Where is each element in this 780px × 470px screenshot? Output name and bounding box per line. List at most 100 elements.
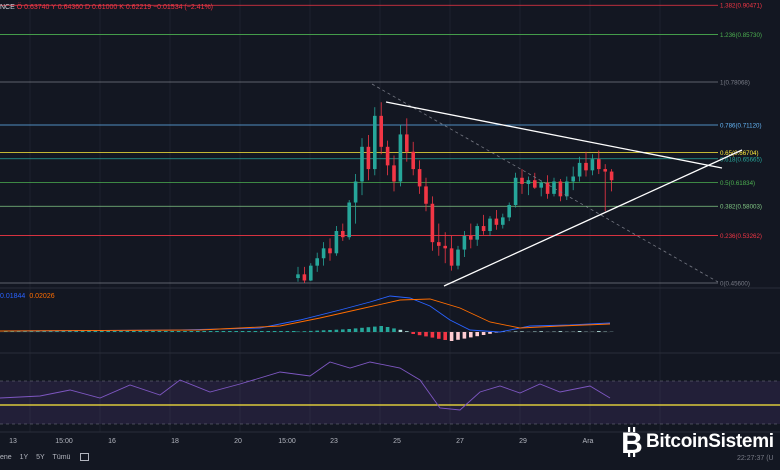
candle	[373, 107, 377, 176]
macd-histogram-bar	[151, 331, 155, 332]
macd-histogram-bar	[266, 331, 270, 332]
macd-histogram-bar	[392, 328, 396, 332]
range-item[interactable]: 5Y	[36, 453, 45, 461]
macd-histogram-bar	[296, 331, 300, 332]
macd-pane	[0, 295, 614, 341]
macd-histogram-bar	[68, 331, 72, 332]
macd-histogram-bar	[285, 331, 290, 332]
macd-histogram-bar	[48, 331, 53, 332]
candle	[501, 213, 505, 229]
macd-histogram-bar	[240, 331, 245, 332]
macd-histogram-bar	[253, 331, 258, 332]
fib-level-label: 0.786(0.71120)	[720, 123, 762, 130]
diagonal-dashed-line[interactable]	[371, 83, 719, 283]
macd-histogram-bar	[577, 331, 582, 332]
macd-histogram-bar	[443, 332, 447, 340]
macd-histogram-bar	[366, 327, 371, 332]
macd-histogram-bar	[385, 327, 390, 332]
candle	[392, 155, 396, 192]
candle	[577, 156, 582, 182]
macd-histogram-bar	[228, 331, 232, 332]
macd-histogram-bar	[292, 331, 296, 332]
macd-histogram-bar	[520, 331, 524, 332]
macd-histogram-bar	[309, 330, 313, 332]
range-selector: ene 1Y 5Y Tümü	[0, 453, 95, 467]
macd-histogram-bar	[462, 332, 467, 339]
brand-logo: B BitcoinSistemi	[620, 424, 774, 460]
range-item[interactable]: ene	[0, 453, 12, 461]
candle	[347, 200, 351, 240]
time-axis[interactable]: 13 15:00 16 18 20 15:00 23 25 27 29 Ara	[9, 438, 593, 445]
macd-histogram-bar	[475, 332, 479, 337]
symbol-name[interactable]: NCE	[0, 4, 15, 11]
macd-histogram-bar	[16, 331, 21, 332]
candle	[597, 150, 601, 175]
macd-histogram-bar	[260, 331, 264, 332]
fib-retracement[interactable]: 1.382(0.90471) 1.236(0.85730) 1(0.78068) 0.…	[0, 3, 762, 288]
candle	[590, 154, 595, 176]
macd-histogram-bar	[341, 329, 345, 332]
range-item[interactable]: Tümü	[52, 453, 71, 461]
candle	[571, 166, 575, 191]
macd-histogram-bar	[469, 332, 473, 338]
macd-histogram-bar	[215, 331, 219, 332]
svg-text:B: B	[621, 427, 643, 458]
macd-histogram-bar	[513, 331, 518, 332]
candle	[552, 177, 556, 197]
time-axis-label: 25	[393, 438, 401, 445]
signal-line	[0, 298, 611, 332]
fib-level-label: 1.382(0.90471)	[720, 3, 762, 10]
ohlc-legend: NCE Ö 0.63740 Y 0.64360 D 0.61000 K 0.62…	[0, 4, 213, 11]
candle	[494, 209, 499, 230]
candle	[341, 223, 345, 241]
macd-histogram-bar	[125, 331, 130, 332]
candle	[507, 202, 511, 222]
macd-histogram-bar	[328, 330, 332, 332]
macd-histogram-bar	[558, 331, 563, 332]
macd-histogram-bar	[29, 331, 34, 332]
macd-histogram-bar	[347, 329, 351, 332]
macd-histogram-bar	[87, 331, 91, 332]
macd-histogram-bar	[334, 329, 339, 332]
candle	[443, 232, 447, 264]
macd-histogram-bar	[93, 331, 98, 332]
macd-histogram-bar	[417, 332, 422, 336]
macd-histogram-bar	[61, 331, 66, 332]
calendar-icon[interactable]	[80, 453, 90, 461]
candle	[321, 242, 326, 266]
triangle-lower-trendline[interactable]	[443, 149, 743, 287]
macd-histogram-bar	[456, 332, 460, 340]
bitcoin-logo-icon: B	[621, 427, 643, 458]
triangle-upper-trendline[interactable]	[385, 101, 723, 169]
time-axis-label: 23	[330, 438, 338, 445]
fib-level-label: 0.236(0.53262)	[720, 233, 762, 240]
fib-level-label: 0.382(0.58003)	[720, 204, 762, 211]
macd-histogram-bar	[373, 326, 377, 332]
fib-level-label: 1.236(0.85730)	[720, 32, 762, 39]
macd-histogram-bar	[221, 331, 226, 332]
candle	[462, 230, 467, 257]
candle	[533, 172, 537, 189]
candle	[603, 164, 607, 212]
macd-histogram-bar	[424, 332, 428, 337]
macd-histogram-bar	[176, 331, 181, 332]
macd-histogram-bar	[279, 331, 283, 332]
range-item[interactable]: 1Y	[19, 453, 29, 461]
time-axis-label: 16	[108, 438, 116, 445]
fib-level-label: 0.65(0.66704)	[720, 150, 759, 157]
candle	[526, 176, 531, 196]
fib-level-label: 0.618(0.65665)	[720, 156, 762, 163]
candles	[296, 102, 614, 283]
candle	[296, 266, 300, 282]
fib-level-label: 0.5(0.61834)	[720, 180, 755, 187]
brand-name: BitcoinSistemi	[646, 431, 774, 452]
time-axis-label: Ara	[583, 438, 594, 445]
macd-histogram-bar	[321, 330, 326, 332]
macd-histogram-bar	[55, 331, 59, 332]
macd-histogram-bar	[157, 331, 162, 332]
candle	[520, 169, 524, 194]
drawings[interactable]	[371, 83, 743, 287]
macd-histogram-bar	[74, 331, 78, 332]
macd-histogram-bar	[144, 331, 149, 332]
